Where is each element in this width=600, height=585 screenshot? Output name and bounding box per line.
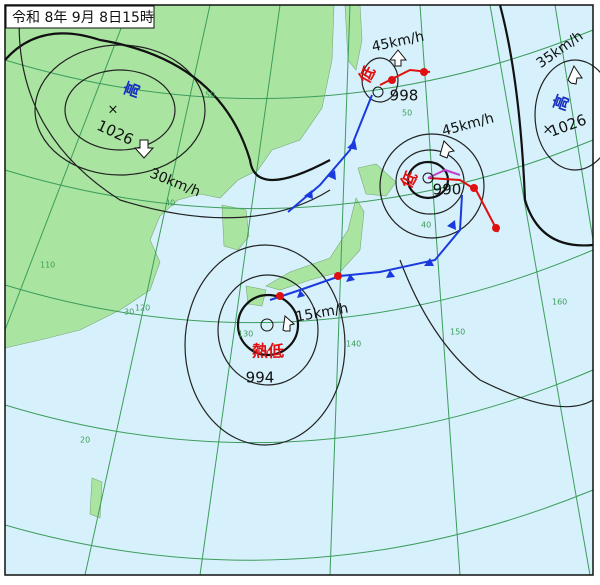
longitude-line [84, 4, 211, 576]
front-mark [470, 184, 478, 192]
isobar [18, 4, 331, 219]
front-mark [492, 224, 500, 232]
grid-label: 150 [450, 328, 465, 337]
longitude-line [199, 4, 281, 576]
latitude-line [4, 139, 594, 210]
longitude-line [554, 4, 594, 241]
isobar [236, 293, 300, 357]
low-center [372, 86, 384, 98]
latitude-line [4, 489, 594, 561]
continent [4, 4, 335, 349]
hokkaido [357, 163, 397, 197]
longitude-line [4, 4, 131, 331]
warm-front [427, 177, 499, 233]
pressure: 990 [433, 181, 462, 199]
grid-label: 40 [165, 199, 175, 208]
isobar [399, 259, 594, 408]
movement-arrow [388, 49, 408, 67]
grid-label: 50 [402, 109, 412, 118]
movement-arrow [133, 139, 155, 159]
movement-arrow [282, 315, 296, 332]
movement-arrow [439, 140, 456, 159]
isobar [4, 32, 331, 181]
high-center: × [543, 123, 554, 138]
front-mark [276, 292, 284, 300]
taiwan [89, 477, 103, 519]
warm-front-mark [388, 76, 396, 84]
grid-label: 30 [124, 308, 134, 317]
movement-arrow [567, 64, 583, 85]
isobar [498, 4, 594, 247]
isobar [64, 69, 176, 151]
grid-label: 120 [135, 304, 150, 313]
korea [221, 204, 250, 251]
longitude-line [329, 4, 351, 576]
grid-label: 110 [40, 261, 55, 270]
longitude-line [489, 4, 591, 576]
grid-label: 40 [421, 221, 431, 230]
longitude-line [419, 4, 461, 576]
grid-label: 50 [205, 91, 215, 100]
latitude-line [4, 369, 594, 444]
high-center: × [108, 103, 119, 118]
cold-front [287, 94, 373, 213]
warm-front-mark [420, 68, 428, 76]
occluded-front [427, 168, 461, 179]
isobar [217, 274, 319, 386]
grid-label: 160 [552, 298, 567, 307]
pressure: 994 [246, 369, 275, 387]
latitude-line [4, 249, 594, 324]
low-center [260, 318, 274, 332]
frame [4, 4, 594, 576]
isobar [184, 244, 346, 446]
system-kind: 高 [549, 92, 572, 114]
title-box [5, 5, 155, 29]
grid-label: 20 [80, 436, 90, 445]
isobar [534, 59, 600, 171]
title: 令和 8年 9月 8日15時 [12, 10, 154, 26]
honshu [265, 197, 365, 291]
front-mark [334, 272, 342, 280]
cold-front-marks [304, 140, 357, 199]
system-kind: 熱低 [252, 342, 284, 361]
low-center [422, 172, 434, 184]
grid-label: 130 [238, 330, 253, 339]
system-kind: 高 [120, 79, 143, 101]
pressure: 998 [390, 87, 419, 105]
grid-label: 140 [346, 340, 361, 349]
isobar [379, 133, 485, 239]
